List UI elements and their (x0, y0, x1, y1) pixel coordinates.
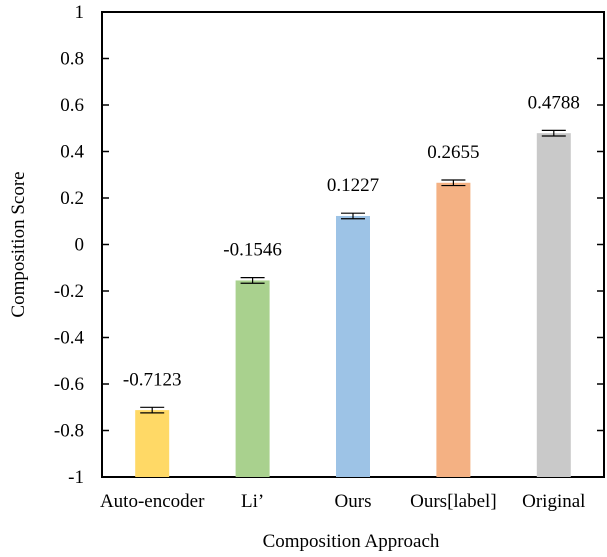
x-category-label: Ours[label] (410, 491, 497, 512)
bar-original (536, 133, 571, 477)
y-tick-label: -0.8 (54, 421, 84, 442)
x-axis-category-labels: Auto-encoder Li’ Ours Ours[label] Original (100, 491, 585, 512)
bar-li- (235, 280, 270, 477)
data-label: -0.7123 (123, 369, 182, 390)
y-tick-label: 0.8 (60, 49, 84, 70)
data-labels: -0.7123 -0.1546 0.1227 0.2655 0.4788 (123, 92, 580, 390)
data-label: 0.2655 (427, 142, 479, 163)
y-tick-label: 1 (75, 2, 85, 23)
bar-ours (336, 215, 370, 478)
y-tick-label: 0.2 (60, 188, 84, 209)
x-category-label: Ours (335, 491, 372, 512)
error-bars (140, 129, 566, 414)
bar-ours-label- (436, 182, 471, 478)
y-tick-label: 0.6 (60, 95, 84, 116)
x-category-label: Li’ (241, 491, 264, 512)
bars (135, 133, 571, 478)
data-label: 0.1227 (327, 175, 379, 196)
data-label: 0.4788 (528, 92, 580, 113)
x-category-label: Auto-encoder (100, 491, 205, 512)
y-tick-label: -1 (68, 467, 84, 488)
x-category-label: Original (522, 491, 585, 512)
data-label: -0.1546 (223, 240, 282, 261)
bar-auto-encoder (135, 410, 170, 477)
y-axis-ticks: 1 0.8 0.6 0.4 0.2 0 -0.2 -0.4 -0.6 -0.8 -1 (54, 2, 604, 488)
y-tick-label: -0.6 (54, 374, 84, 395)
y-tick-label: -0.4 (54, 328, 85, 349)
x-axis-title: Composition Approach (263, 531, 440, 552)
y-tick-label: -0.2 (54, 281, 84, 302)
y-tick-label: 0.4 (60, 142, 84, 163)
y-tick-label: 0 (75, 235, 85, 256)
y-axis-title: Composition Score (8, 171, 29, 317)
